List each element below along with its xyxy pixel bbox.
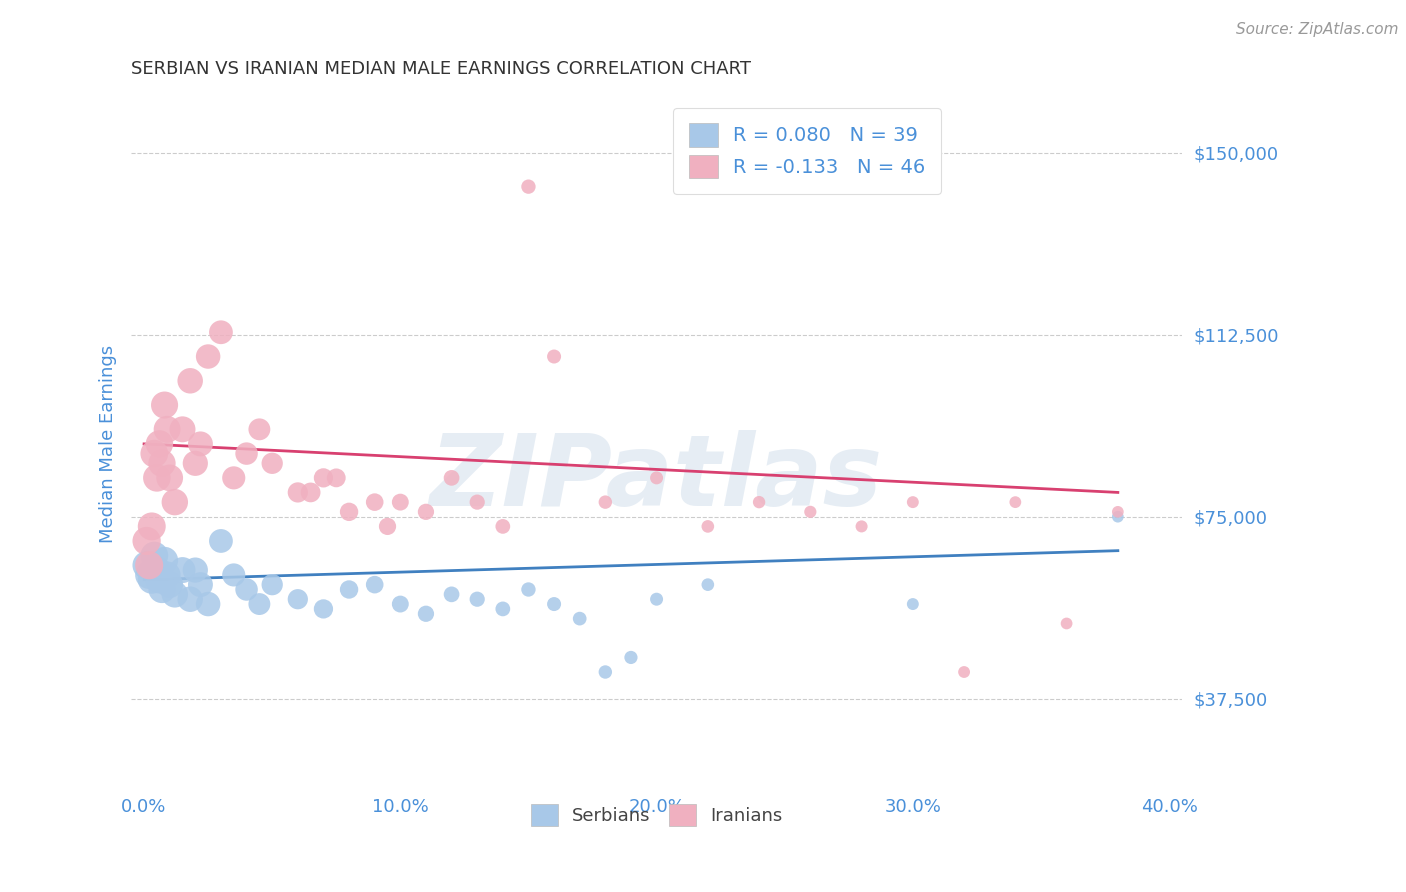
Point — [799, 505, 821, 519]
Point — [148, 573, 170, 587]
Point — [901, 597, 924, 611]
Point — [287, 485, 309, 500]
Point — [247, 597, 270, 611]
Point — [953, 665, 976, 679]
Point — [172, 422, 194, 436]
Text: ZIPatlas: ZIPatlas — [430, 430, 883, 527]
Point — [156, 422, 179, 436]
Point — [465, 592, 488, 607]
Point — [389, 495, 412, 509]
Point — [159, 577, 181, 591]
Point — [1004, 495, 1026, 509]
Point — [696, 519, 718, 533]
Point — [262, 577, 284, 591]
Point — [1107, 509, 1129, 524]
Point — [337, 505, 360, 519]
Point — [517, 582, 540, 597]
Point — [190, 577, 212, 591]
Point — [337, 582, 360, 597]
Point — [179, 592, 201, 607]
Point — [135, 533, 157, 548]
Point — [184, 563, 207, 577]
Point — [222, 471, 245, 485]
Point — [363, 495, 385, 509]
Point — [179, 374, 201, 388]
Point — [138, 558, 160, 573]
Text: SERBIAN VS IRANIAN MEDIAN MALE EARNINGS CORRELATION CHART: SERBIAN VS IRANIAN MEDIAN MALE EARNINGS … — [131, 60, 751, 78]
Point — [146, 563, 169, 577]
Point — [190, 437, 212, 451]
Point — [222, 568, 245, 582]
Point — [645, 471, 668, 485]
Point — [901, 495, 924, 509]
Point — [146, 471, 169, 485]
Point — [209, 325, 232, 339]
Point — [696, 577, 718, 591]
Point — [543, 597, 565, 611]
Point — [197, 350, 219, 364]
Point — [492, 519, 515, 533]
Point — [153, 553, 176, 567]
Point — [1056, 616, 1078, 631]
Point — [287, 592, 309, 607]
Point — [163, 587, 186, 601]
Point — [163, 495, 186, 509]
Point — [299, 485, 322, 500]
Point — [312, 602, 335, 616]
Point — [141, 519, 163, 533]
Point — [517, 179, 540, 194]
Point — [415, 505, 437, 519]
Point — [172, 563, 194, 577]
Point — [262, 456, 284, 470]
Point — [141, 573, 163, 587]
Point — [325, 471, 347, 485]
Point — [150, 456, 173, 470]
Y-axis label: Median Male Earnings: Median Male Earnings — [100, 345, 117, 543]
Point — [543, 350, 565, 364]
Point — [235, 447, 257, 461]
Point — [389, 597, 412, 611]
Point — [595, 665, 617, 679]
Point — [377, 519, 399, 533]
Point — [143, 447, 166, 461]
Point — [595, 495, 617, 509]
Point — [748, 495, 770, 509]
Point — [440, 471, 463, 485]
Point — [363, 577, 385, 591]
Point — [1107, 505, 1129, 519]
Point — [645, 592, 668, 607]
Point — [568, 612, 591, 626]
Legend: Serbians, Iranians: Serbians, Iranians — [523, 797, 790, 833]
Point — [156, 568, 179, 582]
Point — [148, 437, 170, 451]
Point — [153, 398, 176, 412]
Point — [492, 602, 515, 616]
Point — [159, 471, 181, 485]
Point — [465, 495, 488, 509]
Point — [440, 587, 463, 601]
Point — [247, 422, 270, 436]
Point — [851, 519, 873, 533]
Point — [415, 607, 437, 621]
Point — [150, 582, 173, 597]
Point — [143, 549, 166, 563]
Point — [235, 582, 257, 597]
Point — [138, 568, 160, 582]
Point — [184, 456, 207, 470]
Point — [197, 597, 219, 611]
Point — [312, 471, 335, 485]
Point — [620, 650, 643, 665]
Point — [209, 533, 232, 548]
Point — [135, 558, 157, 573]
Text: Source: ZipAtlas.com: Source: ZipAtlas.com — [1236, 22, 1399, 37]
